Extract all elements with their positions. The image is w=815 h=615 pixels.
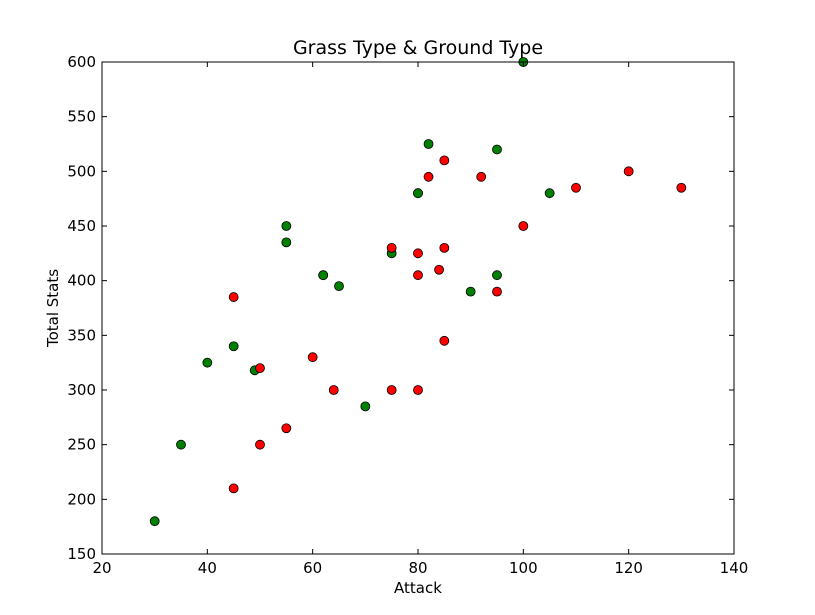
point-series2-20	[518, 221, 529, 231]
x-tick-label: 40	[198, 559, 217, 577]
point-series2-13	[423, 171, 434, 182]
point-series1-20	[544, 188, 555, 199]
x-tick-label: 120	[614, 559, 643, 577]
point-series1-4	[228, 341, 239, 352]
point-series1-2	[176, 439, 186, 450]
chart-title: Grass Type & Ground Type	[293, 37, 543, 59]
y-tick-label: 300	[67, 381, 96, 399]
point-series1-16	[465, 286, 476, 297]
point-series2-10	[413, 385, 423, 395]
point-series2-8	[386, 385, 397, 395]
x-tick-label: 80	[408, 559, 427, 577]
x-tick-label: 100	[509, 559, 538, 577]
point-series1-14	[413, 188, 423, 199]
axis-ticks: 20 40 60 80 100 120 140 150 200 250 300 350 400 450 50…	[67, 53, 748, 577]
point-series2-6	[307, 352, 318, 363]
point-series2-14	[434, 264, 444, 275]
y-tick-label: 350	[67, 326, 96, 344]
point-series2-22	[623, 166, 634, 177]
point-series2-18	[476, 171, 487, 182]
x-axis-label: Attack	[394, 579, 442, 597]
point-series2-2	[228, 292, 239, 302]
point-series2-4	[255, 363, 265, 374]
y-tick-label: 200	[67, 490, 96, 508]
point-series2-17	[439, 335, 450, 346]
data-points	[149, 57, 687, 527]
point-series2-9	[386, 242, 397, 253]
plot-frame	[101, 61, 735, 555]
x-tick-label: 20	[92, 559, 111, 577]
point-series1-17	[492, 144, 502, 155]
point-series2-11	[413, 248, 423, 259]
x-tick-label: 60	[303, 559, 322, 577]
x-tick-label: 140	[720, 559, 749, 577]
point-series2-1	[228, 483, 239, 494]
point-series1-3	[202, 357, 213, 368]
y-tick-label: 400	[67, 272, 96, 290]
point-series2-16	[439, 242, 450, 253]
y-tick-label: 500	[67, 162, 96, 180]
y-axis-label: Total Stats	[44, 269, 62, 348]
y-tick-label: 450	[67, 217, 96, 235]
point-series1-10	[334, 281, 344, 292]
point-series2-12	[413, 270, 423, 281]
point-series1-6	[281, 221, 292, 231]
point-series1-11	[360, 401, 371, 412]
y-tick-label: 250	[67, 436, 96, 454]
y-tick-label: 150	[67, 545, 96, 563]
point-series2-7	[328, 385, 339, 395]
point-series2-5	[281, 423, 292, 434]
y-tick-label: 550	[67, 108, 96, 126]
point-series1-18	[492, 270, 502, 281]
point-series2-3	[255, 439, 265, 450]
y-tick-label: 600	[67, 53, 96, 71]
point-series1-7	[281, 237, 292, 248]
point-series1-9	[318, 270, 329, 281]
point-series2-15	[439, 155, 450, 166]
point-series1-1	[149, 516, 160, 527]
point-series2-23	[676, 182, 687, 193]
point-series1-15	[423, 139, 434, 149]
point-series2-19	[492, 286, 502, 297]
point-series2-21	[571, 182, 581, 193]
plot-background	[102, 62, 734, 554]
